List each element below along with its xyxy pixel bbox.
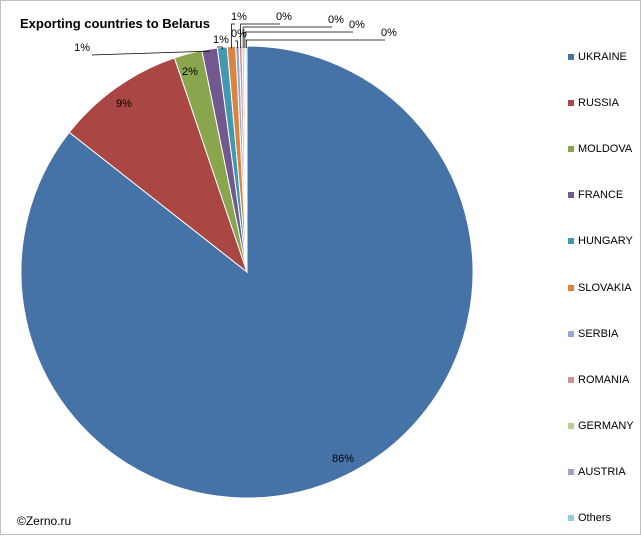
legend-item-serbia: SERBIA: [568, 311, 634, 357]
legend: UKRAINE RUSSIA MOLDOVA FRANCE HUNGARY SLOVAKI…: [568, 34, 634, 541]
data-label-russia: 9%: [116, 98, 132, 110]
data-label-slovakia: 1%: [231, 11, 247, 23]
pie-slices: [20, 45, 474, 499]
legend-label: ROMANIA: [578, 373, 630, 386]
legend-swatch: [568, 100, 574, 107]
pie-slice-russia: [68, 57, 249, 274]
leader-line-austria: [244, 31, 353, 49]
chart-title: Exporting countries to Belarus: [20, 16, 210, 31]
legend-swatch: [568, 468, 574, 475]
legend-label: SERBIA: [578, 327, 619, 340]
data-label-germany: 0%: [328, 14, 344, 26]
data-label-romania: 0%: [276, 11, 292, 23]
leader-lines: [91, 23, 385, 56]
legend-item-ukraine: UKRAINE: [568, 34, 634, 80]
legend-item-russia: RUSSIA: [568, 80, 634, 126]
legend-label: UKRAINE: [578, 51, 627, 64]
legend-swatch: [568, 422, 574, 429]
legend-item-austria: AUSTRIA: [568, 449, 634, 495]
data-label-serbia: 0%: [231, 28, 247, 40]
data-label-others: 0%: [381, 27, 397, 39]
data-label-france: 1%: [74, 42, 90, 54]
leader-line-serbia: [235, 40, 238, 49]
data-labels: 86%9%2%1%1%1%0%0% 0% 0%0%: [74, 11, 397, 465]
legend-swatch: [568, 238, 574, 245]
legend-swatch: [568, 514, 574, 521]
data-label-moldova: 2%: [182, 66, 198, 78]
leader-line-germany: [242, 26, 332, 49]
legend-swatch: [568, 192, 574, 199]
leader-line-slovakia: [231, 23, 235, 49]
leader-line-others: [245, 39, 385, 49]
legend-label: GERMANY: [578, 419, 634, 432]
legend-label: FRANCE: [578, 189, 624, 202]
legend-label: RUSSIA: [578, 97, 619, 110]
legend-item-germany: GERMANY: [568, 403, 634, 449]
legend-item-others: Others: [568, 495, 634, 541]
legend-item-france: FRANCE: [568, 172, 634, 218]
legend-swatch: [568, 284, 574, 291]
legend-label: AUSTRIA: [578, 465, 626, 478]
data-label-hungary: 1%: [213, 34, 229, 46]
leader-line-hungary: [217, 46, 223, 50]
copyright-text: ©Zerno.ru: [17, 514, 72, 528]
legend-swatch: [568, 330, 574, 337]
legend-item-hungary: HUNGARY: [568, 218, 634, 264]
data-label-austria: 0%: [349, 19, 365, 31]
legend-item-slovakia: SLOVAKIA: [568, 264, 634, 310]
leader-line-france: [91, 50, 210, 56]
legend-label: HUNGARY: [578, 235, 633, 248]
leader-line-romania: [240, 23, 280, 49]
legend-swatch: [568, 54, 574, 61]
legend-label: Others: [578, 511, 612, 524]
legend-item-moldova: MOLDOVA: [568, 126, 634, 172]
legend-swatch: [568, 146, 574, 153]
legend-swatch: [568, 376, 574, 383]
legend-label: SLOVAKIA: [578, 281, 632, 294]
legend-label: MOLDOVA: [578, 143, 633, 156]
legend-item-romania: ROMANIA: [568, 357, 634, 403]
data-label-ukraine: 86%: [332, 453, 354, 465]
